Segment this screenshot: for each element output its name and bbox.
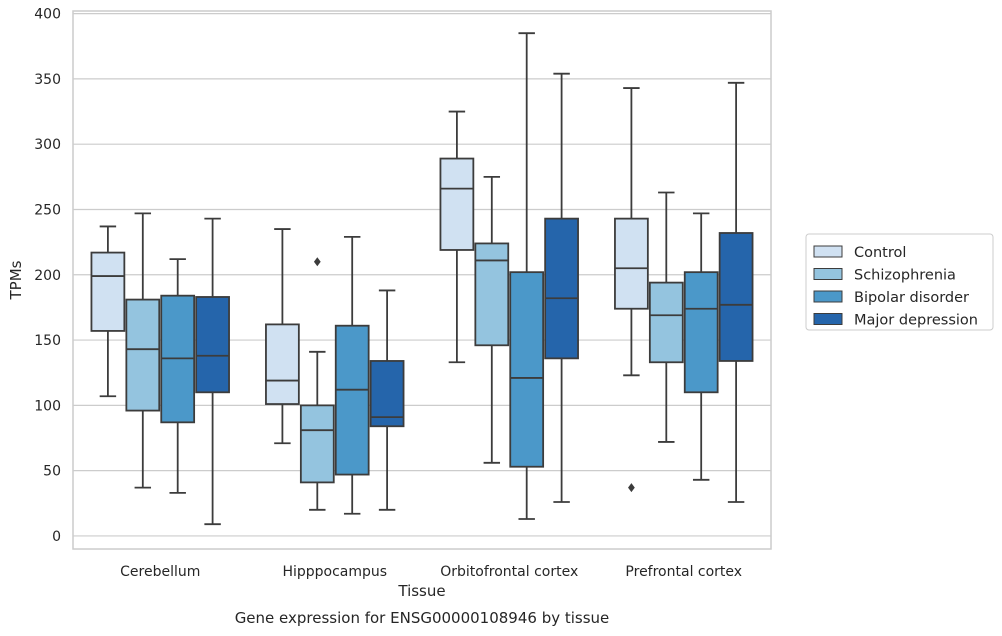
box-body	[474, 242, 510, 347]
x-tick-label: Prefrontal cortex	[625, 564, 742, 580]
legend: Control Schizophrenia Bipolar disorder Majo…	[805, 233, 994, 331]
y-tick-label: 300	[34, 137, 61, 153]
legend-label: Major depression	[854, 313, 978, 329]
box	[439, 110, 475, 364]
y-tick-label: 200	[34, 268, 61, 284]
box-body	[683, 271, 719, 394]
box	[299, 257, 335, 511]
box	[474, 175, 510, 464]
plot-frame	[72, 10, 772, 550]
legend-label: Bipolar disorder	[854, 290, 969, 306]
box-body	[195, 296, 230, 394]
series-schizophrenia	[125, 175, 684, 511]
legend-frame	[805, 233, 994, 331]
y-tick-label: 400	[34, 7, 61, 23]
outlier-point	[313, 257, 321, 267]
box-body	[614, 217, 649, 310]
box	[334, 236, 370, 515]
box-body	[299, 404, 335, 484]
box-body	[648, 281, 684, 364]
box-body	[265, 323, 300, 405]
y-tick-label: 350	[34, 72, 61, 88]
box-body	[544, 217, 579, 360]
chart-caption: Gene expression for ENSG00000108946 by t…	[235, 609, 610, 627]
x-tick-labels: Cerebellum Hipppocampus Orbitofrontal cort…	[120, 564, 742, 580]
box-body	[509, 271, 545, 468]
x-tick-label: Cerebellum	[120, 564, 200, 580]
legend-label: Schizophrenia	[854, 268, 956, 284]
outlier-point	[628, 483, 635, 493]
box	[718, 81, 754, 503]
y-tick-label: 100	[34, 398, 61, 414]
box	[648, 191, 684, 443]
box-body	[439, 157, 475, 251]
series-bipolar-disorder	[160, 32, 719, 520]
y-tick-label: 150	[34, 333, 61, 349]
y-tick-label: 50	[43, 464, 61, 480]
series-control	[90, 87, 649, 493]
x-axis-title: Tissue	[397, 582, 445, 600]
box	[125, 212, 161, 489]
box-series	[90, 32, 754, 526]
box	[265, 228, 300, 445]
box	[614, 87, 649, 493]
box	[683, 212, 719, 481]
y-tick-label: 0	[52, 529, 61, 545]
box-body	[718, 232, 754, 362]
box	[195, 217, 230, 526]
y-axis-title: TPMs	[7, 260, 25, 300]
box-body	[125, 298, 161, 412]
legend-swatch	[813, 290, 843, 303]
x-tick-label: Orbitofrontal cortex	[440, 564, 578, 580]
series-major-depression	[195, 72, 754, 526]
legend-swatch	[813, 268, 843, 280]
box	[369, 289, 405, 511]
box	[160, 258, 196, 494]
box-body	[334, 324, 370, 476]
box-body	[90, 251, 126, 332]
box-body	[369, 360, 405, 428]
box	[509, 32, 545, 520]
y-tick-label: 250	[34, 202, 61, 218]
legend-items: Control Schizophrenia Bipolar disorder Majo…	[813, 245, 978, 329]
y-tick-labels: 0 50 100 150 200 250 300 350 400	[34, 7, 61, 545]
x-tick-label: Hipppocampus	[282, 564, 387, 580]
legend-swatch	[813, 313, 843, 325]
legend-swatch	[813, 245, 843, 258]
box	[544, 72, 579, 503]
box	[90, 225, 126, 398]
legend-label: Control	[854, 245, 906, 261]
